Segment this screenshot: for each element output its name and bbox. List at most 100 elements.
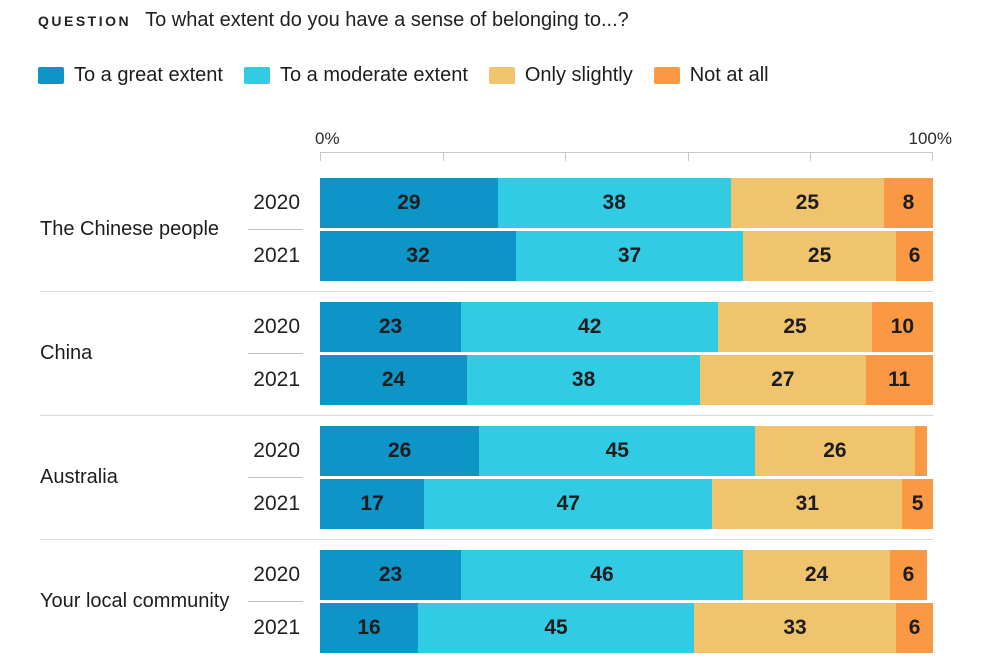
group-separator — [40, 415, 933, 416]
segment-value: 29 — [397, 191, 421, 214]
axis-tick — [810, 153, 812, 161]
bar-segment-only-slightly: 26 — [755, 426, 915, 476]
group-separator — [40, 291, 933, 292]
category-group: Your local community 2020 23 46 24 6 2021 16 45 3… — [0, 550, 1000, 653]
segment-value: 26 — [823, 439, 847, 462]
bar-segment-to-a-great-extent: 23 — [320, 550, 461, 600]
year-cell: 2021 — [240, 603, 320, 653]
category-cell: Your local community — [0, 550, 240, 653]
segment-value: 10 — [890, 315, 915, 338]
axis-label-min: 0% — [315, 129, 340, 148]
stacked-bar: 24 38 27 11 — [320, 355, 933, 405]
segment-value: 24 — [381, 368, 406, 391]
bar-segment-only-slightly: 25 — [718, 302, 872, 352]
stacked-bar: 23 46 24 6 — [320, 550, 933, 600]
bar-segment-not-at-all: 6 — [896, 603, 933, 653]
category-group: Australia 2020 26 45 26 2021 17 47 31 5 — [0, 426, 1000, 529]
legend-label: Only slightly — [524, 63, 633, 86]
segment-value: 33 — [783, 616, 807, 639]
year-label: 2021 — [253, 492, 300, 515]
rows-cell: 2020 23 42 25 10 2021 24 38 27 11 — [240, 302, 933, 405]
bar-row: 2020 29 38 25 8 — [240, 178, 933, 228]
bar-segment-only-slightly: 27 — [700, 355, 866, 405]
bar-row: 2021 16 45 33 6 — [240, 603, 933, 653]
bar-segment-not-at-all: 6 — [890, 550, 927, 600]
bar-row: 2021 24 38 27 11 — [240, 355, 933, 405]
legend-swatch-only-slightly — [488, 66, 515, 84]
axis-tick — [565, 153, 567, 161]
year-divider — [248, 477, 303, 478]
legend-item-to-a-moderate-extent: To a moderate extent — [243, 63, 468, 87]
axis-tick — [442, 153, 444, 161]
bar-segment-not-at-all: 11 — [865, 355, 933, 405]
bar-segment-to-a-great-extent: 29 — [320, 178, 498, 228]
segment-value: 16 — [357, 616, 381, 639]
bar-segment-to-a-moderate-extent: 37 — [516, 231, 743, 281]
bar-segment-only-slightly: 33 — [693, 603, 897, 653]
segment-value: 27 — [771, 368, 795, 391]
legend-item-to-a-great-extent: To a great extent — [38, 64, 223, 87]
segment-value: 6 — [902, 563, 915, 586]
year-label: 2020 — [253, 191, 300, 214]
year-label: 2021 — [253, 368, 300, 391]
bar-segment-only-slightly: 25 — [730, 178, 884, 228]
stacked-bar: 32 37 25 6 — [320, 231, 933, 281]
segment-value: 23 — [378, 315, 403, 338]
segment-value: 24 — [804, 563, 829, 586]
year-label: 2020 — [253, 439, 300, 462]
segment-value: 38 — [571, 368, 596, 391]
bar-segment-only-slightly: 31 — [712, 479, 903, 529]
axis-tick — [932, 153, 933, 161]
legend-swatch-to-a-moderate-extent — [243, 66, 270, 84]
year-cell: 2021 — [240, 355, 320, 405]
axis-tick — [320, 153, 321, 161]
legend-label: Not at all — [689, 63, 769, 86]
axis-labels: 0% 100% — [315, 129, 952, 152]
year-divider — [248, 353, 303, 354]
segment-value: 45 — [544, 616, 568, 639]
segment-value: 46 — [590, 563, 614, 586]
stacked-bar: 17 47 31 5 — [320, 479, 933, 529]
year-label: 2021 — [253, 616, 300, 639]
category-label: The Chinese people — [40, 218, 220, 240]
segment-value: 45 — [605, 439, 629, 462]
axis-tick — [687, 153, 689, 161]
year-divider — [248, 601, 303, 602]
year-cell: 2021 — [240, 231, 320, 281]
segment-value: 11 — [888, 368, 911, 391]
segment-value: 5 — [911, 492, 924, 515]
bar-segment-to-a-great-extent: 23 — [320, 302, 461, 352]
stacked-bar: 16 45 33 6 — [320, 603, 933, 653]
category-group: The Chinese people 2020 29 38 25 8 2021 32 37 25 6 — [0, 178, 1000, 281]
bar-segment-only-slightly: 24 — [742, 550, 891, 600]
segment-value: 31 — [795, 492, 819, 515]
segment-value: 42 — [578, 315, 602, 338]
year-cell: 2020 — [240, 426, 320, 476]
chart-groups: The Chinese people 2020 29 38 25 8 2021 32 37 25 6… — [0, 178, 1000, 653]
bar-segment-to-a-great-extent: 17 — [320, 479, 425, 529]
legend-swatch-not-at-all — [653, 66, 680, 84]
bar-segment-not-at-all: 8 — [883, 178, 933, 228]
category-label: China — [40, 342, 93, 364]
legend-label: To a moderate extent — [279, 63, 468, 86]
stacked-bar: 29 38 25 8 — [320, 178, 933, 228]
year-divider — [248, 229, 303, 230]
bar-segment-to-a-moderate-extent: 42 — [460, 302, 719, 352]
bar-row: 2020 23 42 25 10 — [240, 302, 933, 352]
bar-segment-not-at-all — [914, 426, 927, 476]
bar-row: 2020 23 46 24 6 — [240, 550, 933, 600]
bar-segment-not-at-all: 10 — [871, 302, 933, 352]
year-cell: 2020 — [240, 550, 320, 600]
bar-segment-to-a-moderate-extent: 38 — [497, 178, 731, 228]
axis-ruler — [320, 152, 933, 162]
segment-value: 25 — [807, 244, 832, 267]
year-label: 2020 — [253, 563, 300, 586]
bar-row: 2021 32 37 25 6 — [240, 231, 933, 281]
bar-segment-not-at-all: 6 — [896, 231, 933, 281]
legend-item-not-at-all: Not at all — [653, 63, 769, 87]
bar-segment-to-a-moderate-extent: 45 — [418, 603, 694, 653]
group-separator — [40, 539, 933, 540]
bar-segment-to-a-moderate-extent: 45 — [479, 426, 756, 476]
category-cell: Australia — [0, 426, 240, 529]
